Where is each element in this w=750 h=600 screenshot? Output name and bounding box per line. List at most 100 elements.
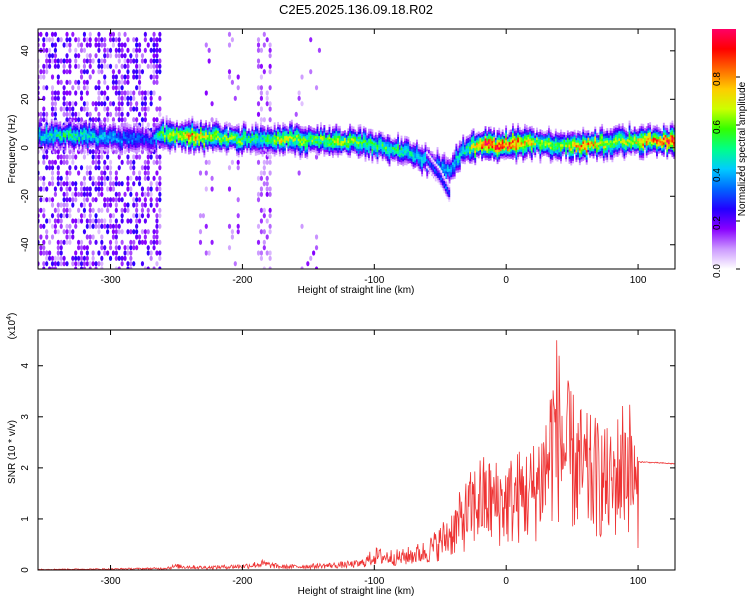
- heatmap-cell: [597, 134, 600, 138]
- heatmap-cell: [50, 223, 55, 229]
- heatmap-cell: [328, 129, 331, 132]
- heatmap-cell: [160, 145, 163, 149]
- heatmap-cell: [416, 156, 418, 160]
- heatmap-cell: [114, 74, 118, 80]
- heatmap-cell: [584, 140, 586, 143]
- heatmap-cell: [155, 140, 158, 143]
- heatmap-cell: [313, 140, 316, 143]
- heatmap-cell: [131, 129, 134, 133]
- heatmap-cell: [64, 121, 67, 124]
- heatmap-cell: [85, 127, 88, 130]
- heatmap-cell: [220, 125, 223, 129]
- heatmap-cell: [340, 131, 343, 134]
- heatmap-cell: [283, 128, 286, 132]
- heatmap-cell: [527, 134, 530, 138]
- heatmap-cell: [137, 63, 142, 69]
- heatmap-cell: [138, 127, 141, 131]
- heatmap-cell: [150, 131, 153, 135]
- heatmap-cell: [57, 124, 60, 127]
- heatmap-cell: [573, 139, 576, 143]
- heatmap-cell: [259, 117, 264, 123]
- heatmap-cell: [263, 145, 266, 149]
- heatmap-cell: [513, 140, 516, 144]
- heatmap-cell: [258, 149, 261, 153]
- heatmap-cell: [349, 138, 352, 141]
- heatmap-cell: [74, 133, 77, 137]
- heatmap-cell: [379, 143, 382, 147]
- heatmap-cell: [405, 145, 408, 149]
- heatmap-cell: [510, 144, 513, 147]
- heatmap-cell: [135, 234, 139, 240]
- heatmap-cell: [379, 136, 382, 140]
- heatmap-cell: [414, 157, 417, 161]
- heatmap-cell: [421, 156, 424, 160]
- heatmap-cell: [505, 152, 508, 155]
- heatmap-cell: [126, 218, 130, 224]
- heatmap-cell: [235, 126, 238, 130]
- heatmap-cell: [400, 157, 403, 161]
- heatmap-cell: [48, 266, 52, 269]
- heatmap-cell: [62, 106, 66, 112]
- heatmap-cell: [167, 144, 170, 147]
- heatmap-cell: [49, 130, 52, 134]
- heatmap-cell: [433, 156, 436, 159]
- heatmap-cell: [498, 144, 501, 148]
- heatmap-cell: [379, 134, 382, 137]
- heatmap-cell: [205, 132, 208, 135]
- heatmap-cell: [126, 144, 129, 147]
- heatmap-cell: [66, 139, 69, 142]
- heatmap-cell: [110, 129, 113, 133]
- heatmap-cell: [88, 132, 91, 136]
- heatmap-cell: [241, 151, 244, 155]
- heatmap-cell: [127, 150, 130, 153]
- heatmap-cell: [489, 157, 492, 161]
- heatmap-cell: [218, 147, 221, 150]
- heatmap-cell: [199, 124, 202, 128]
- heatmap-cell: [529, 128, 532, 132]
- heatmap-cell: [319, 139, 322, 142]
- heatmap-cell: [182, 124, 185, 128]
- heatmap-cell: [120, 90, 124, 96]
- heatmap-cell: [489, 136, 492, 139]
- heatmap-cell: [338, 130, 341, 134]
- heatmap-cell: [407, 151, 410, 155]
- heatmap-cell: [457, 148, 460, 151]
- heatmap-cell: [397, 131, 400, 135]
- heatmap-cell: [397, 163, 400, 166]
- heatmap-cell: [67, 130, 70, 134]
- heatmap-cell: [97, 135, 100, 139]
- heatmap-cell: [149, 58, 153, 64]
- heatmap-cell: [527, 129, 530, 133]
- heatmap-cell: [215, 132, 218, 136]
- heatmap-cell: [182, 129, 185, 133]
- heatmap-cell: [143, 101, 147, 107]
- heatmap-cell: [548, 142, 550, 146]
- heatmap-cell: [73, 144, 76, 148]
- heatmap-cell: [404, 152, 406, 156]
- heatmap-cell: [407, 139, 410, 142]
- heatmap-cell: [405, 162, 408, 166]
- heatmap-cell: [103, 165, 107, 171]
- heatmap-cell: [262, 266, 266, 269]
- heatmap-cell: [97, 111, 101, 117]
- heatmap-cell: [181, 125, 184, 129]
- heatmap-cell: [175, 136, 178, 140]
- heatmap-cell: [175, 122, 178, 125]
- heatmap-cell: [474, 145, 477, 149]
- heatmap-cell: [146, 42, 150, 48]
- heatmap-cell: [42, 95, 46, 101]
- heatmap-cell: [294, 126, 297, 129]
- heatmap-cell: [218, 142, 221, 145]
- heatmap-cell: [201, 132, 204, 136]
- heatmap-cell: [88, 125, 91, 128]
- heatmap-cell: [105, 139, 108, 143]
- heatmap-cell: [237, 125, 240, 129]
- heatmap-cell: [546, 142, 549, 145]
- heatmap-cell: [515, 142, 518, 146]
- heatmap-cell: [85, 58, 89, 64]
- heatmap-cell: [397, 146, 400, 149]
- heatmap-cell: [549, 156, 552, 159]
- heatmap-cell: [452, 166, 454, 170]
- heatmap-cell: [568, 134, 571, 138]
- heatmap-cell: [133, 147, 136, 151]
